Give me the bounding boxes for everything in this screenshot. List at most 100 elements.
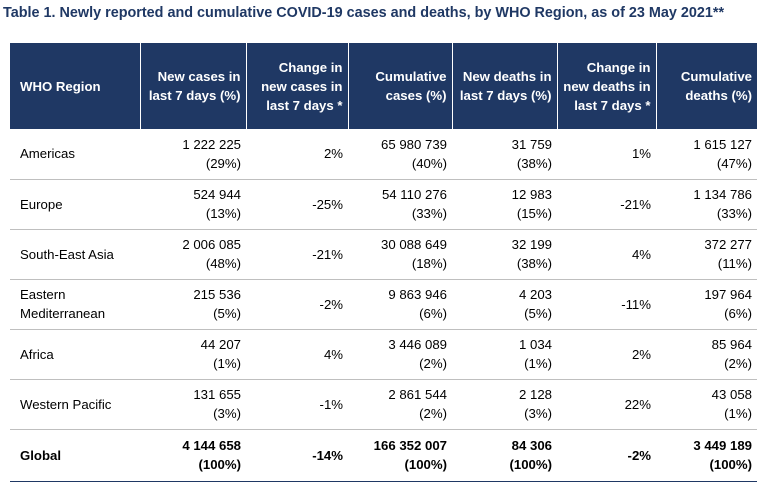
cumulative-deaths-cell-percent: (6%) [724,306,752,321]
change-deaths-cell: 1% [557,129,656,180]
table-row: Europe 524 944 (13%) -25% 54 110 276 (33%) 12 … [10,179,757,230]
header-who-region: WHO Region [10,43,141,129]
global-row: Global 4 144 658 (100%) -14% 166 352 007 (100… [10,428,757,482]
cumulative-cases-cell-percent: (2%) [419,356,447,371]
new-deaths-cell: 2 128 (3%) [452,379,557,430]
new-cases-cell-value: 1 222 225 [182,136,241,152]
new-cases-cell-value: 131 655 [193,387,241,402]
header-row: WHO Region New cases in last 7 days (%) … [10,43,757,129]
new-deaths-cell-value: 4 203 [518,287,552,302]
new-cases-cell: 1 222 225 (29%) [140,129,246,180]
cumulative-deaths-cell-value: 1 615 127 [693,136,752,152]
cumulative-deaths-cell-value: 372 277 [704,237,752,252]
cumulative-cases-cell: 30 088 649 (18%) [348,229,452,280]
cumulative-deaths-cell: 3 449 189 (100%) [656,428,757,482]
new-deaths-cell-percent: (38%) [516,256,552,271]
region-cell: Global [10,428,140,482]
change-cases-cell: -21% [246,229,348,280]
cumulative-deaths-cell-percent: (1%) [724,406,752,421]
region-cell: Africa [10,329,140,380]
table-row: Eastern Mediterranean 215 536 (5%) -2% 9 863… [10,279,757,330]
new-deaths-cell-percent: (3%) [524,406,552,421]
change-deaths-cell: 4% [557,229,656,280]
change-deaths-cell: 22% [557,379,656,430]
header-new-cases: New cases in last 7 days (%) [140,43,247,129]
new-deaths-cell: 1 034 (1%) [452,329,557,380]
new-cases-cell: 215 536 (5%) [140,279,246,330]
new-deaths-cell-percent: (100%) [509,457,552,472]
cumulative-cases-cell: 65 980 739 (40%) [348,129,452,180]
change-cases-cell: -25% [246,179,348,230]
cumulative-deaths-cell-percent: (100%) [709,457,752,472]
table-row: South-East Asia 2 006 085 (48%) -21% 30 088 … [10,229,757,280]
table-row: Americas 1 222 225 (29%) 2% 65 980 739 (40%) 3… [10,129,757,180]
cumulative-deaths-cell: 1 615 127 (47%) [656,129,757,180]
table-row: Africa 44 207 (1%) 4% 3 446 089 (2%) 1 034 (1%)… [10,329,757,380]
cumulative-cases-cell: 166 352 007 (100%) [348,428,452,482]
cumulative-deaths-cell-value: 197 964 [704,287,752,302]
table-title: Table 1. Newly reported and cumulative C… [3,5,725,21]
change-cases-cell: 4% [246,329,348,380]
region-cell: Western Pacific [10,379,140,430]
region-cell: South-East Asia [10,229,140,280]
cumulative-deaths-cell-percent: (11%) [717,256,752,271]
cumulative-deaths-cell: 372 277 (11%) [656,229,757,280]
new-deaths-cell: 31 759 (38%) [452,129,557,180]
new-deaths-cell-value: 2 128 [518,387,552,402]
new-deaths-cell-value: 12 983 [511,187,552,202]
cumulative-cases-cell-value: 30 088 649 [380,237,447,252]
cumulative-cases-cell: 2 861 544 (2%) [348,379,452,430]
new-deaths-cell-value: 31 759 [511,136,552,152]
header-change-cases: Change in new cases in last 7 days * [246,43,349,129]
new-deaths-cell-value: 1 034 [518,337,552,352]
cumulative-deaths-cell-value: 85 964 [711,337,752,352]
cumulative-cases-cell: 3 446 089 (2%) [348,329,452,380]
new-cases-cell-value: 524 944 [193,187,241,202]
new-cases-cell-value: 215 536 [193,287,241,302]
cumulative-cases-cell: 9 863 946 (6%) [348,279,452,330]
cumulative-cases-cell-value: 54 110 276 [381,187,447,202]
cumulative-cases-cell-value: 3 446 089 [388,337,447,352]
header-new-deaths: New deaths in last 7 days (%) [452,43,558,129]
change-cases-cell: 2% [246,129,348,180]
new-cases-cell: 524 944 (13%) [140,179,246,230]
header-cumulative-cases: Cumulative cases (%) [348,43,453,129]
cumulative-cases-cell-percent: (100%) [404,457,447,472]
cumulative-deaths-cell-percent: (47%) [716,155,752,171]
new-cases-cell: 131 655 (3%) [140,379,246,430]
cumulative-cases-cell: 54 110 276 (33%) [348,179,452,230]
new-deaths-cell: 12 983 (15%) [452,179,557,230]
new-deaths-cell: 84 306 (100%) [452,428,557,482]
cumulative-deaths-cell-value: 43 058 [711,387,752,402]
new-deaths-cell-percent: (38%) [516,155,552,171]
change-cases-cell: -2% [246,279,348,330]
new-deaths-cell: 32 199 (38%) [452,229,557,280]
change-deaths-cell: -21% [557,179,656,230]
new-cases-cell-percent: (5%) [213,306,241,321]
new-cases-cell: 44 207 (1%) [140,329,246,380]
cumulative-cases-cell-percent: (33%) [411,206,447,221]
new-cases-cell-value: 2 006 085 [182,237,241,252]
cumulative-deaths-cell: 197 964 (6%) [656,279,757,330]
cumulative-cases-cell-percent: (40%) [411,155,447,171]
cumulative-cases-cell-percent: (2%) [419,406,447,421]
region-cell: Americas [10,129,140,180]
cumulative-cases-cell-value: 166 352 007 [373,438,447,453]
region-cell: Eastern Mediterranean [10,279,140,330]
cumulative-cases-cell-value: 2 861 544 [388,387,447,402]
new-deaths-cell-value: 32 199 [511,237,552,252]
new-cases-cell-percent: (3%) [213,406,241,421]
cumulative-cases-cell-percent: (18%) [411,256,447,271]
cumulative-deaths-cell: 43 058 (1%) [656,379,757,430]
cumulative-cases-cell-value: 9 863 946 [388,287,447,302]
new-deaths-cell-percent: (15%) [516,206,552,221]
region-cell: Europe [10,179,140,230]
new-deaths-cell: 4 203 (5%) [452,279,557,330]
new-cases-cell: 4 144 658 (100%) [140,428,246,482]
covid-table: WHO Region New cases in last 7 days (%) … [10,43,757,482]
new-cases-cell-value: 44 207 [200,337,241,352]
new-deaths-cell-percent: (5%) [524,306,552,321]
cumulative-deaths-cell: 1 134 786 (33%) [656,179,757,230]
new-cases-cell-percent: (13%) [205,206,241,221]
new-cases-cell-percent: (48%) [205,256,241,271]
